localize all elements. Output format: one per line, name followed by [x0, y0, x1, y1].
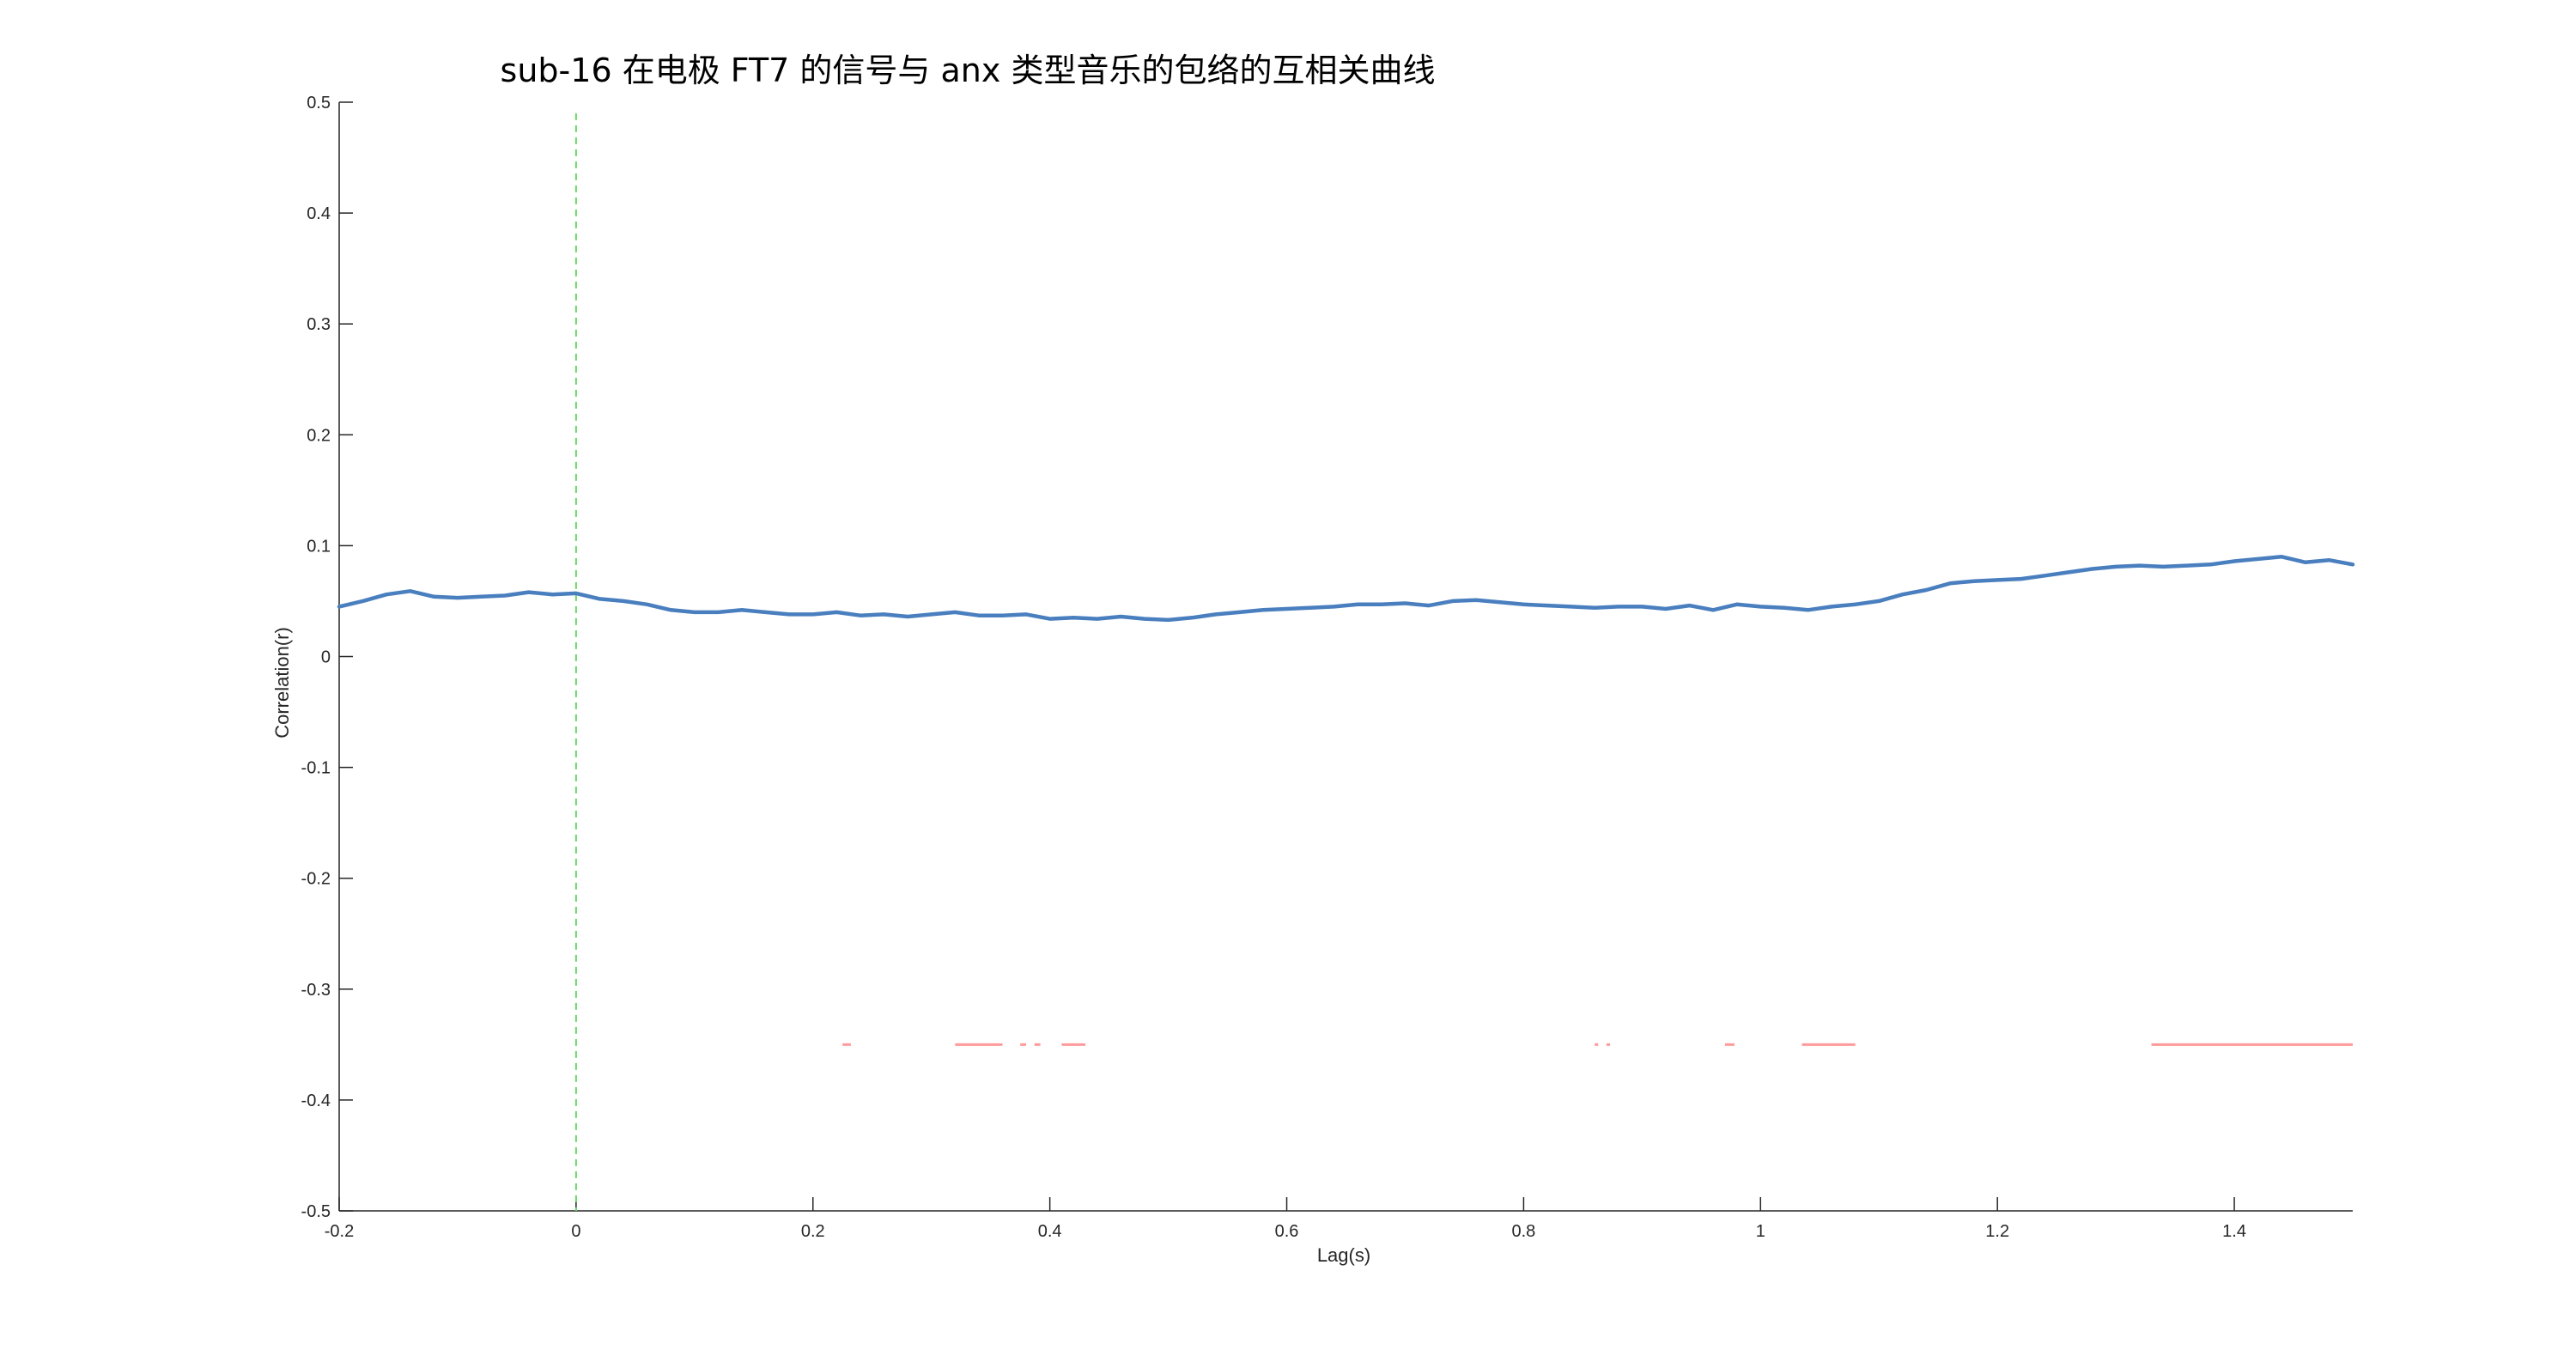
x-tick-label: 0.8 — [1512, 1222, 1536, 1241]
y-axis-label: Correlation(r) — [271, 627, 293, 739]
y-tick-label: 0.4 — [307, 204, 331, 223]
y-tick-label: 0.5 — [307, 94, 331, 112]
y-tick-label: -0.4 — [301, 1092, 331, 1110]
y-tick-label: 0.1 — [307, 537, 331, 556]
plot-area: -0.2 0 0.2 0.4 0.6 0.8 1 1.2 1.4 -0.5 -0.4 -0.3 -0.2… — [301, 94, 2355, 1241]
y-tick-label: 0.2 — [307, 426, 331, 445]
x-tick-label: 1 — [1756, 1222, 1765, 1241]
y-tick-label: 0.3 — [307, 315, 331, 334]
y-tick-label: -0.2 — [301, 870, 331, 889]
x-tick-label: 1.4 — [2222, 1222, 2246, 1241]
correlation-series-line — [337, 555, 2355, 623]
y-tick-label: 0 — [321, 648, 331, 667]
chart-title: sub-16 在电极 FT7 的信号与 anx 类型音乐的包络的互相关曲线 — [501, 52, 1436, 89]
x-axis-label: Lag(s) — [1317, 1244, 1370, 1266]
x-tick-label: 0.4 — [1038, 1222, 1062, 1241]
x-tick-label: 0.2 — [801, 1222, 825, 1241]
y-tick-label: -0.3 — [301, 981, 331, 1000]
y-tick-label: -0.5 — [301, 1202, 331, 1221]
x-tick-label: 1.2 — [1985, 1222, 2009, 1241]
x-tick-label: 0 — [571, 1222, 580, 1241]
x-tick-label: -0.2 — [325, 1222, 354, 1241]
x-tick-label: 0.6 — [1275, 1222, 1299, 1241]
y-tick-label: -0.1 — [301, 759, 331, 778]
